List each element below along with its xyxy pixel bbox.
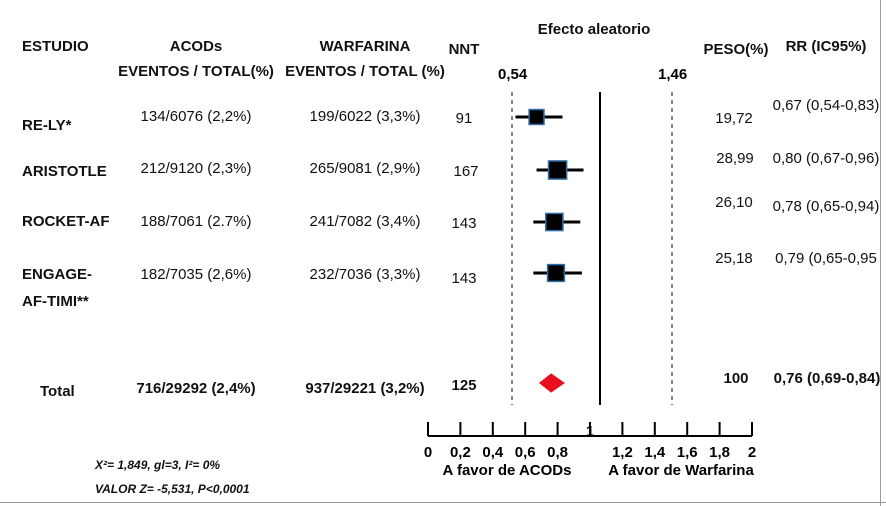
pooled-diamond — [540, 374, 564, 392]
study-point-estimate — [549, 161, 567, 179]
favor-warfarin-label: A favor de Warfarina — [608, 462, 754, 479]
x-tick-label: 1,8 — [709, 444, 730, 461]
x-tick-label: 1,2 — [612, 444, 633, 461]
x-tick-label: 1,6 — [677, 444, 698, 461]
x-tick-label: 2 — [748, 444, 756, 461]
study-point-estimate — [546, 213, 563, 230]
x-tick-label: 0,2 — [450, 444, 471, 461]
x-tick-label: 1 — [586, 423, 594, 440]
dashed-ci-label: 1,46 — [658, 66, 687, 83]
x-tick-label: 0 — [424, 444, 432, 461]
x-tick-label: 0,6 — [515, 444, 536, 461]
x-tick-label: 0,8 — [547, 444, 568, 461]
study-point-estimate — [548, 265, 565, 282]
x-tick-label: 1,4 — [644, 444, 666, 461]
favor-acods-label: A favor de ACODs — [443, 462, 572, 479]
study-point-estimate — [529, 110, 544, 125]
x-tick-label: 0,4 — [482, 444, 504, 461]
dashed-ci-label: 0,54 — [498, 66, 528, 83]
